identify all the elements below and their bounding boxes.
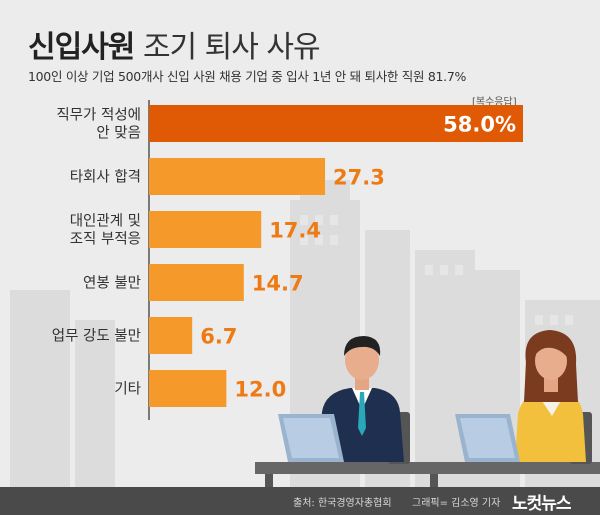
man-illustration bbox=[278, 336, 410, 464]
value-label: 17.4 bbox=[269, 219, 321, 243]
category-label: 대인관계 및 조직 부적응 bbox=[70, 213, 141, 248]
category-label: 업무 강도 불만 bbox=[52, 328, 141, 345]
source-text: 출처: 한국경영자총협회 bbox=[293, 498, 392, 509]
bar-chart: 직무가 적성에 안 맞음 58.0% 타회사 합격 27.3 대인관계 및 조직 부적응 17… bbox=[52, 100, 523, 420]
title-bold: 신입사원 bbox=[28, 30, 135, 65]
bar bbox=[149, 264, 244, 301]
bar bbox=[149, 105, 523, 142]
nocut-news-logo: 노컷뉴스 bbox=[512, 494, 572, 514]
value-label: 14.7 bbox=[252, 272, 304, 296]
bar bbox=[149, 370, 227, 407]
skyline-windows bbox=[300, 215, 573, 325]
value-label: 27.3 bbox=[333, 166, 385, 190]
value-label: 12.0 bbox=[234, 378, 286, 402]
bar bbox=[149, 211, 262, 248]
bar bbox=[149, 317, 193, 354]
category-label: 기타 bbox=[114, 381, 141, 398]
bar bbox=[149, 158, 326, 195]
credit-text: 그래픽= 김소영 기자 bbox=[412, 498, 501, 509]
multiple-response-note: [복수응답] bbox=[472, 97, 517, 108]
category-label: 타회사 합격 bbox=[70, 169, 141, 186]
value-label: 6.7 bbox=[200, 325, 237, 349]
title-rest: 조기 퇴사 사유 bbox=[134, 30, 321, 65]
page-title: 신입사원 조기 퇴사 사유 bbox=[28, 22, 321, 66]
category-label: 직무가 적성에 안 맞음 bbox=[56, 107, 141, 142]
desk-leg bbox=[265, 474, 273, 487]
footer-bar: 출처: 한국경영자총협회 그래픽= 김소영 기자 노컷뉴스 bbox=[0, 487, 600, 515]
category-label: 연봉 불만 bbox=[83, 275, 141, 292]
woman-illustration bbox=[455, 330, 592, 464]
subtitle: 100인 이상 기업 500개사 신입 사원 채용 기업 중 입사 1년 안 돼… bbox=[28, 69, 467, 84]
desk-leg bbox=[430, 474, 438, 487]
value-label: 58.0% bbox=[443, 113, 516, 137]
desk-top bbox=[255, 462, 600, 474]
